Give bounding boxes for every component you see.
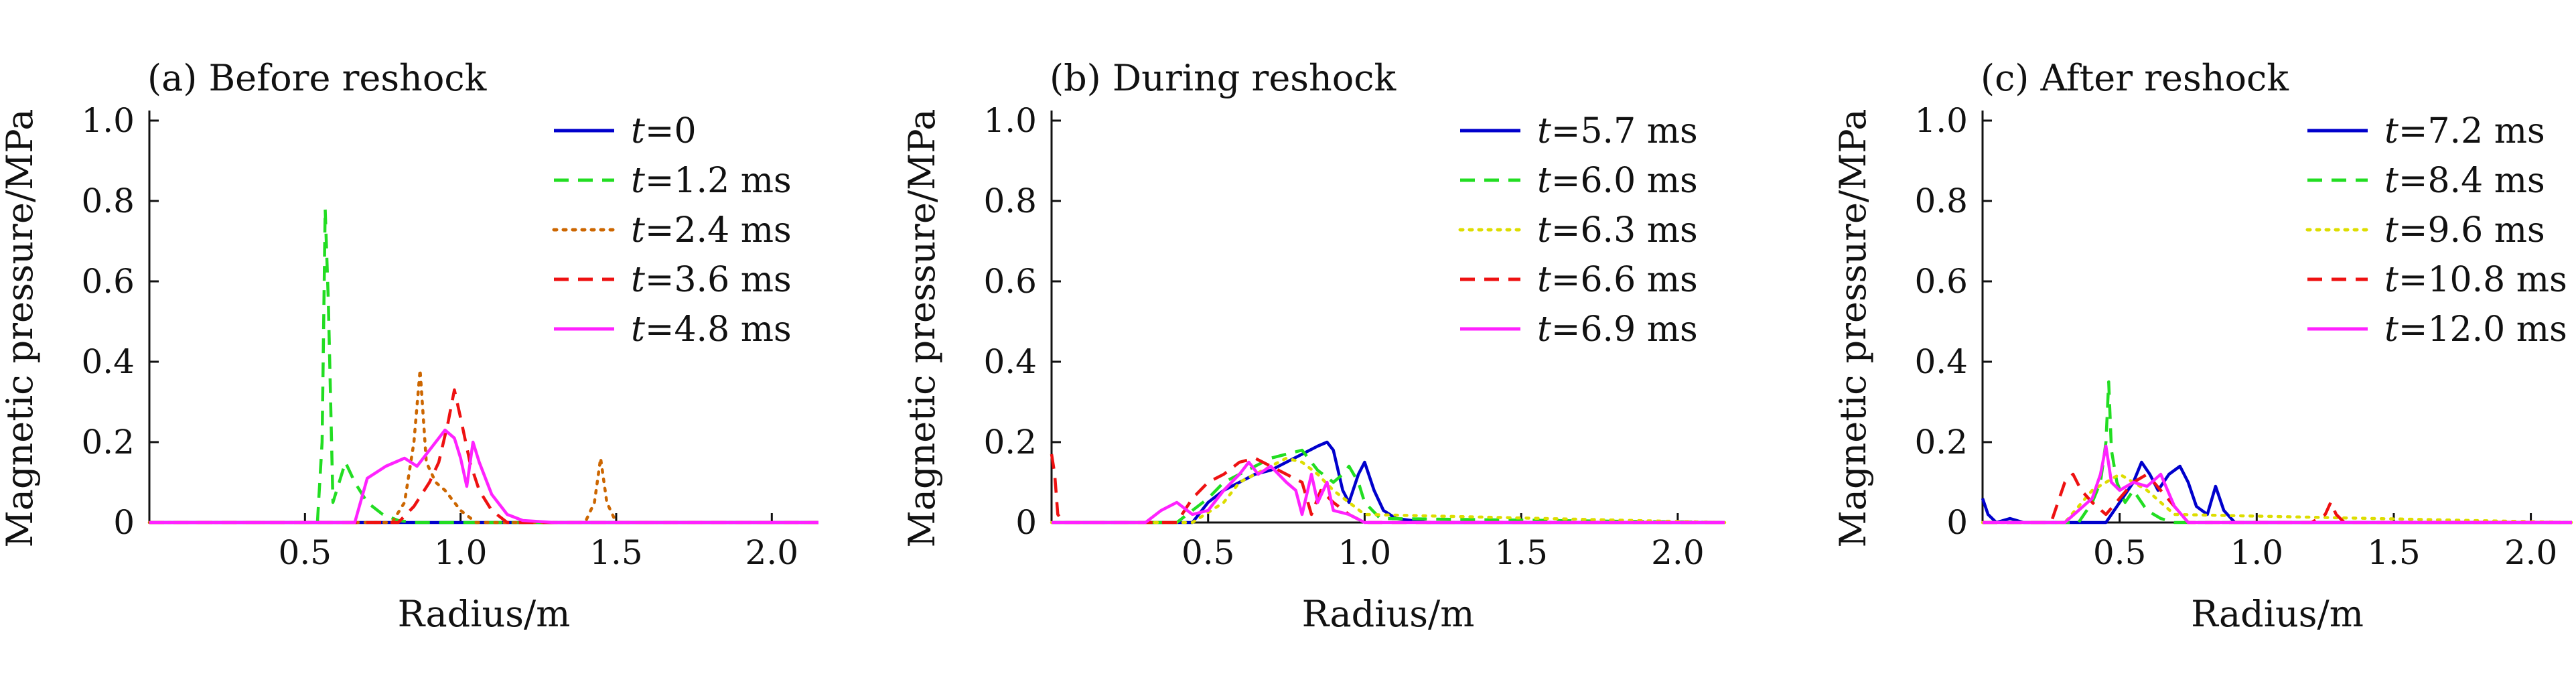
figure-svg: (a) Before reshock 0 0.2 0.4 0.6 0.8 1.0 0.5 1.0… [0, 0, 2576, 696]
legend-italic-var: t [631, 111, 645, 151]
legend-italic-var: t [1537, 260, 1551, 300]
x-tick-label: 1.5 [2367, 533, 2421, 572]
legend-value: =7.2 ms [2399, 111, 2545, 151]
x-tick-label: 2.0 [2504, 533, 2558, 572]
y-tick-label: 1.0 [81, 101, 135, 140]
legend-label-4: t=12.0 ms [2384, 309, 2567, 350]
y-tick-label: 0 [1946, 503, 1968, 542]
legend-italic-var: t [631, 210, 645, 251]
legend-value: =1.2 ms [645, 161, 792, 201]
y-axis-label: Magnetic pressure/MPa [1832, 109, 1874, 547]
legend-label-0: t=0 [631, 111, 697, 151]
legend-value: =6.0 ms [1551, 161, 1698, 201]
series-line-1 [1052, 450, 1725, 523]
y-tick-label: 0.8 [1914, 182, 1968, 220]
y-axis-label: Magnetic pressure/MPa [0, 109, 41, 547]
series-line-4 [1983, 446, 2572, 523]
legend-italic-var: t [1537, 161, 1551, 201]
y-tick-label: 0.4 [81, 342, 135, 381]
legend-label-0: t=7.2 ms [2384, 111, 2545, 151]
series-line-1 [1983, 382, 2572, 523]
legend-italic-var: t [2384, 161, 2399, 201]
y-tick-label: 0.6 [1914, 262, 1968, 301]
legend-italic-var: t [2384, 260, 2399, 300]
panel-title: (c) After reshock [1981, 57, 2289, 99]
chart-panel-1: (b) During reshock 0 0.2 0.4 0.6 0.8 1.0 0.5 1.0… [901, 57, 1725, 635]
legend-value: =0 [645, 111, 697, 151]
legend-value: =6.6 ms [1551, 260, 1698, 300]
y-tick-label: 0.2 [81, 423, 135, 462]
y-tick-label: 0.6 [81, 262, 135, 301]
legend-value: =6.9 ms [1551, 309, 1698, 350]
legend-label-1: t=8.4 ms [2384, 161, 2545, 201]
series-line-4 [149, 430, 818, 523]
legend-value: =6.3 ms [1551, 210, 1698, 251]
y-tick-label: 0 [1015, 503, 1037, 542]
legend-label-4: t=4.8 ms [631, 309, 792, 350]
x-tick-label: 2.0 [745, 533, 799, 572]
legend-label-3: t=6.6 ms [1537, 260, 1698, 300]
figure: (a) Before reshock 0 0.2 0.4 0.6 0.8 1.0 0.5 1.0… [0, 0, 2576, 696]
legend-label-1: t=6.0 ms [1537, 161, 1698, 201]
y-tick-label: 0.4 [983, 342, 1037, 381]
legend-value: =10.8 ms [2399, 260, 2567, 300]
legend-italic-var: t [631, 161, 645, 201]
x-tick-label: 1.0 [2230, 533, 2284, 572]
legend-italic-var: t [631, 260, 645, 300]
series-line-3 [149, 390, 818, 523]
legend-value: =5.7 ms [1551, 111, 1698, 151]
panel-title: (a) Before reshock [147, 57, 488, 99]
legend-value: =3.6 ms [645, 260, 792, 300]
y-tick-label: 0.8 [983, 182, 1037, 220]
x-tick-label: 0.5 [279, 533, 332, 572]
chart-panel-2: (c) After reshock 0 0.2 0.4 0.6 0.8 1.0 0.5 1.0 1… [1832, 57, 2572, 635]
legend-label-3: t=10.8 ms [2384, 260, 2567, 300]
legend-italic-var: t [1537, 210, 1551, 251]
y-tick-label: 1.0 [1914, 101, 1968, 140]
legend-value: =12.0 ms [2399, 309, 2567, 350]
legend-italic-var: t [2384, 309, 2399, 350]
y-tick-label: 0.6 [983, 262, 1037, 301]
legend-value: =4.8 ms [645, 309, 792, 350]
x-axis-label: Radius/m [398, 593, 571, 635]
legend-italic-var: t [2384, 111, 2399, 151]
legend-label-2: t=2.4 ms [631, 210, 792, 251]
x-tick-label: 1.5 [589, 533, 643, 572]
legend-label-3: t=3.6 ms [631, 260, 792, 300]
y-tick-label: 1.0 [983, 101, 1037, 140]
y-axis-label: Magnetic pressure/MPa [901, 109, 943, 547]
x-axis-label: Radius/m [2191, 593, 2364, 635]
x-tick-label: 1.0 [1338, 533, 1392, 572]
y-tick-label: 0.4 [1914, 342, 1968, 381]
legend-italic-var: t [1537, 111, 1551, 151]
y-tick-label: 0 [113, 503, 135, 542]
x-tick-label: 1.5 [1494, 533, 1548, 572]
x-axis-label: Radius/m [1302, 593, 1475, 635]
legend-italic-var: t [2384, 210, 2399, 251]
legend-value: =2.4 ms [645, 210, 792, 251]
legend-label-2: t=9.6 ms [2384, 210, 2545, 251]
legend-value: =8.4 ms [2399, 161, 2545, 201]
legend-italic-var: t [631, 309, 645, 350]
y-tick-label: 0.2 [1914, 423, 1968, 462]
legend-italic-var: t [1537, 309, 1551, 350]
x-tick-label: 0.5 [1182, 533, 1235, 572]
panel-title: (b) During reshock [1050, 57, 1397, 99]
x-tick-label: 2.0 [1651, 533, 1705, 572]
legend-label-2: t=6.3 ms [1537, 210, 1698, 251]
legend-label-4: t=6.9 ms [1537, 309, 1698, 350]
legend-value: =9.6 ms [2399, 210, 2545, 251]
y-tick-label: 0.2 [983, 423, 1037, 462]
x-tick-label: 0.5 [2093, 533, 2147, 572]
legend-label-1: t=1.2 ms [631, 161, 792, 201]
series-line-0 [1052, 442, 1725, 523]
chart-panel-0: (a) Before reshock 0 0.2 0.4 0.6 0.8 1.0 0.5 1.0… [0, 57, 818, 635]
x-tick-label: 1.0 [434, 533, 488, 572]
legend-label-0: t=5.7 ms [1537, 111, 1698, 151]
y-tick-label: 0.8 [81, 182, 135, 220]
